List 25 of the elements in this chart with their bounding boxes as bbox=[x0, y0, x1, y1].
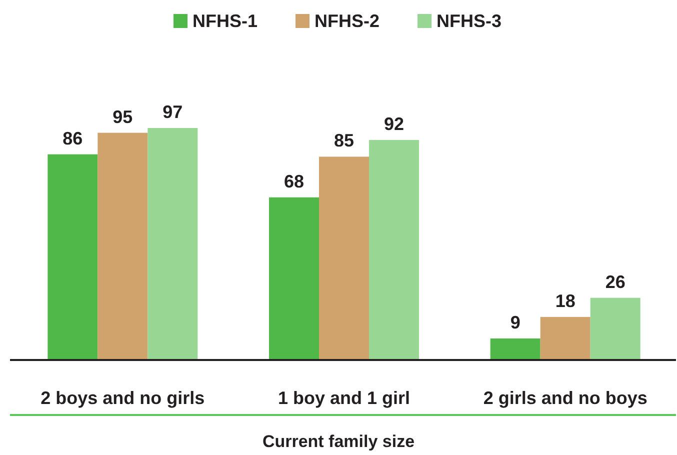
x-tick-label: 1 boy and 1 girl bbox=[278, 388, 410, 408]
data-label: 26 bbox=[605, 272, 626, 292]
bar bbox=[269, 197, 319, 360]
bar bbox=[148, 128, 198, 360]
legend-label: NFHS-1 bbox=[192, 11, 258, 31]
bar bbox=[540, 316, 590, 360]
data-label: 86 bbox=[62, 128, 83, 148]
bar bbox=[590, 298, 640, 360]
data-label: 9 bbox=[510, 312, 520, 332]
data-label: 85 bbox=[334, 130, 354, 151]
x-axis-title: Current family size bbox=[262, 432, 415, 451]
data-label: 68 bbox=[284, 171, 304, 192]
bar bbox=[319, 156, 369, 360]
bar bbox=[369, 140, 419, 360]
legend-label: NFHS-3 bbox=[436, 11, 502, 31]
x-tick-label: 2 girls and no boys bbox=[483, 388, 648, 408]
bar bbox=[490, 338, 540, 360]
legend-label: NFHS-2 bbox=[314, 11, 380, 31]
bar bbox=[98, 132, 148, 360]
bar bbox=[48, 154, 98, 360]
x-tick-label: 2 boys and no girls bbox=[40, 388, 205, 408]
data-label: 18 bbox=[555, 290, 576, 311]
data-label: 92 bbox=[384, 114, 404, 134]
data-label: 97 bbox=[162, 102, 183, 122]
data-label: 95 bbox=[112, 106, 133, 127]
